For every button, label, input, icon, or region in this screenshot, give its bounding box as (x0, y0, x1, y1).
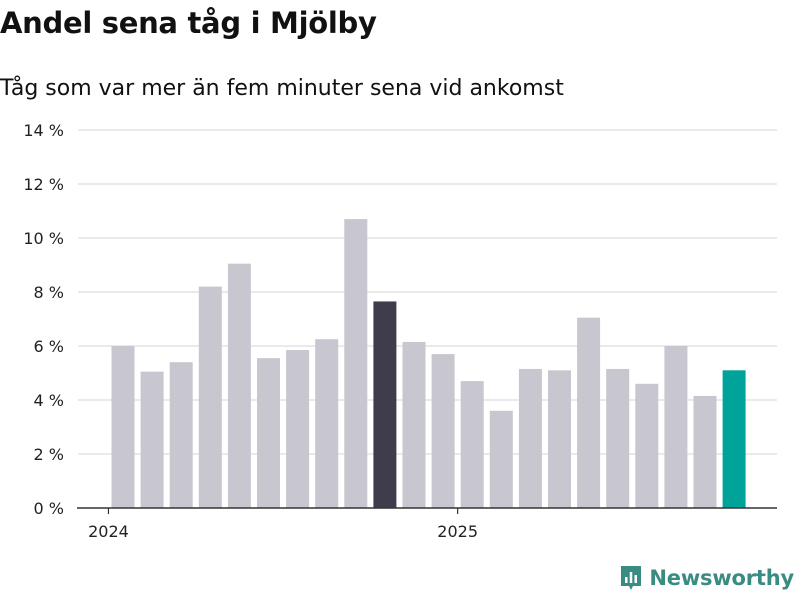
bar-2025-02 (489, 410, 513, 508)
bar-2024-01 (111, 346, 135, 508)
bar-2025-09 (693, 395, 717, 508)
bar-2024-06 (257, 358, 280, 508)
y-axis-ticks: 0 % 2 % 4 % 6 % 8 % 10 % 12 % 14 % (23, 121, 64, 518)
y-tick-label: 10 % (23, 229, 64, 248)
bar-2025-03 (518, 368, 542, 508)
x-tick-label: 2025 (437, 522, 478, 541)
bar-2025-07 (635, 383, 659, 508)
chart-title: Andel sena tåg i Mjölby (0, 6, 377, 40)
bar-2025-04 (548, 370, 571, 508)
bar-2024-12 (431, 354, 455, 508)
y-tick-label: 8 % (34, 283, 64, 302)
logo-text: Newsworthy (649, 566, 794, 590)
bar-2025-10 (722, 370, 746, 508)
x-axis: 2024 2025 (77, 507, 777, 541)
bar-2025-05 (577, 317, 601, 508)
bar-2024-07 (286, 350, 310, 508)
bar-2024-02 (140, 371, 164, 508)
bar-2024-09 (344, 219, 368, 508)
y-tick-label: 14 % (23, 121, 64, 140)
y-tick-label: 4 % (34, 391, 64, 410)
newsworthy-logo: Newsworthy (619, 564, 794, 592)
y-tick-label: 2 % (34, 445, 64, 464)
bar-2024-10 (373, 301, 397, 508)
y-tick-label: 6 % (34, 337, 64, 356)
bar-2025-08 (664, 346, 688, 508)
y-tick-label: 0 % (34, 499, 64, 518)
bar-2024-04 (198, 286, 222, 508)
bar-2024-05 (227, 263, 251, 508)
y-tick-label: 12 % (23, 175, 64, 194)
x-tick-label: 2024 (88, 522, 129, 541)
bar-2024-03 (169, 362, 193, 508)
gridlines (78, 129, 777, 455)
bar-chart: 0 % 2 % 4 % 6 % 8 % 10 % 12 % 14 % 2024 2025 (23, 121, 777, 541)
bars (111, 219, 746, 508)
bar-2024-11 (402, 341, 426, 508)
bar-chart-badge-icon (621, 566, 642, 590)
chart-subtitle: Tåg som var mer än fem minuter sena vid … (0, 76, 564, 101)
bar-2024-08 (315, 339, 339, 508)
bar-2025-01 (460, 381, 484, 508)
bar-2025-06 (606, 368, 630, 508)
